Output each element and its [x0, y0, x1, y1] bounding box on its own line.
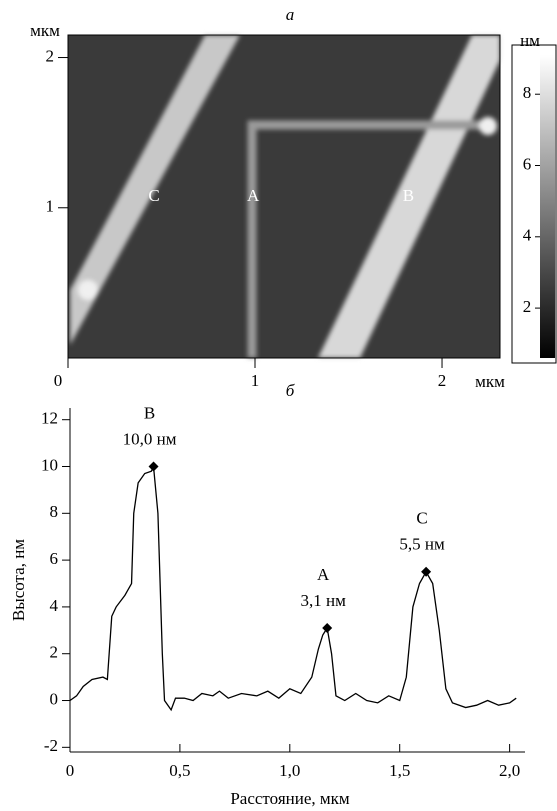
feature-label: B: [403, 186, 414, 205]
stripe-a: [247, 120, 490, 358]
y-unit: мкм: [30, 21, 60, 40]
annotation-label: 3,1 нм: [300, 591, 346, 610]
stripe-c: [70, 35, 240, 345]
colorbar-gradient: [540, 55, 555, 358]
image-features: [70, 35, 500, 358]
image-frame: [67, 34, 501, 359]
annotation-letter: A: [317, 565, 330, 584]
afm-image: [67, 34, 501, 359]
y-tick-label: 0: [50, 689, 59, 708]
x-unit: мкм: [475, 372, 505, 391]
y-tick-label: -2: [44, 736, 58, 755]
x-tick-label: 0: [54, 371, 63, 390]
feature-label: A: [247, 186, 260, 205]
panel-title: б: [286, 381, 295, 400]
x-tick-label: 1: [251, 371, 260, 390]
profile-line: [69, 464, 517, 712]
y-tick-label: 6: [50, 549, 59, 568]
x-tick-label: 1,0: [279, 761, 300, 780]
y-axis-label: Высота, нм: [9, 539, 28, 621]
x-tick-label: 2,0: [499, 761, 520, 780]
y-tick-label: 8: [50, 502, 59, 521]
x-axis-label: Расстояние, мкм: [230, 789, 350, 808]
x-tick-label: 0: [66, 761, 75, 780]
stripe-b: [318, 35, 500, 358]
feature-label: C: [148, 186, 159, 205]
colorbar-tick-label: 2: [523, 297, 532, 316]
colorbar-tick-label: 8: [523, 83, 532, 102]
x-tick-label: 1,5: [389, 761, 410, 780]
colorbar-tick-label: 4: [523, 226, 532, 245]
y-tick-label: 12: [41, 409, 58, 428]
annotation-letter: C: [416, 509, 427, 528]
marker: [322, 622, 333, 633]
annotation-label: 5,5 нм: [399, 535, 445, 554]
x-tick-label: 0,5: [169, 761, 190, 780]
colorbar-label: нм: [520, 31, 540, 50]
colorbar-tick-label: 6: [523, 154, 532, 173]
x-tick-label: 2: [438, 371, 447, 390]
blob: [78, 280, 98, 300]
y-tick-label: 4: [50, 596, 59, 615]
marker: [421, 566, 432, 577]
y-tick-label: 2: [50, 643, 59, 662]
y-tick-label: 2: [46, 46, 55, 65]
blob: [479, 117, 497, 135]
marker: [148, 461, 159, 472]
y-tick-label: 1: [46, 197, 55, 216]
annotation-letter: B: [144, 403, 155, 422]
panel-title: а: [286, 5, 295, 24]
y-tick-label: 10: [41, 455, 58, 474]
annotation-label: 10,0 нм: [123, 429, 177, 448]
